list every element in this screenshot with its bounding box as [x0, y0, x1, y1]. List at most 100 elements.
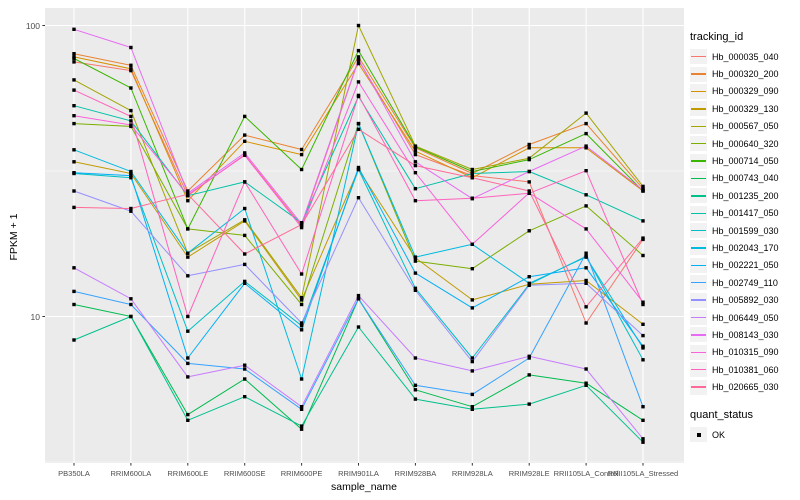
data-point: [299, 407, 304, 411]
data-point: [129, 169, 133, 174]
legend-item: Hb_010315_090: [690, 344, 798, 361]
x-tick-label: RRIM600LA: [110, 469, 152, 478]
series-label: Hb_010315_090: [712, 347, 779, 358]
data-point: [243, 279, 247, 284]
data-point: [413, 171, 418, 175]
data-point: [129, 86, 133, 90]
legend-item: Hb_000320_200: [690, 65, 798, 82]
data-point: [356, 127, 361, 131]
x-tick-label: RRII105LA_Control: [553, 469, 619, 478]
legend: tracking_id Hb_000035_040 Hb_000320_200 Hb…: [690, 31, 798, 443]
data-point: [72, 88, 76, 92]
data-point: [186, 314, 190, 319]
data-point: [356, 121, 361, 126]
series-label: Hb_002043_170: [712, 242, 779, 253]
data-point: [413, 356, 418, 360]
data-point: [356, 48, 361, 53]
data-point: [641, 418, 645, 422]
data-point: [413, 388, 418, 392]
data-point: [356, 80, 361, 84]
data-point: [470, 267, 474, 271]
data-point: [584, 381, 588, 385]
x-tick-label: RRIM928LA: [451, 469, 493, 478]
data-point: [641, 219, 645, 223]
data-point: [72, 266, 76, 270]
data-point: [243, 281, 247, 285]
series-color-swatch: [690, 379, 707, 395]
data-point: [413, 271, 418, 275]
data-point: [584, 255, 588, 259]
data-point: [186, 361, 190, 366]
legend-item: Hb_000714_050: [690, 152, 798, 169]
data-point: [299, 272, 304, 276]
y-axis-title: FPKM + 1: [8, 213, 20, 261]
data-point: [299, 328, 304, 332]
series-color-swatch: [690, 83, 707, 99]
data-point: [186, 274, 190, 278]
data-point: [299, 324, 304, 328]
data-point: [413, 163, 418, 168]
data-point: [470, 298, 474, 302]
legend-item: Hb_000567_050: [690, 118, 798, 135]
data-point: [356, 325, 361, 329]
quant-ok-label: OK: [712, 429, 726, 440]
legend-item: Hb_020665_030: [690, 378, 798, 395]
x-axis-title: sample_name: [331, 481, 397, 493]
data-point: [129, 119, 133, 123]
data-point: [72, 289, 76, 294]
legend-items-tracking-id: Hb_000035_040 Hb_000320_200 Hb_000329_090 H…: [690, 48, 798, 396]
data-point: [413, 187, 418, 191]
data-point: [299, 377, 304, 381]
legend-item: Hb_002043_170: [690, 239, 798, 256]
data-point: [413, 160, 418, 164]
x-tick-label: RRIM928BA: [394, 469, 437, 478]
data-point: [72, 148, 76, 152]
data-point: [356, 167, 361, 172]
legend-item: Hb_005892_030: [690, 291, 798, 308]
data-point: [413, 255, 418, 259]
data-point: [72, 27, 76, 31]
data-point: [129, 173, 133, 178]
y-tick-label: 100: [25, 20, 40, 31]
legend-item: Hb_002749_110: [690, 274, 798, 291]
data-point: [470, 356, 474, 360]
data-point: [527, 191, 531, 195]
data-point: [641, 405, 645, 409]
data-point: [299, 298, 304, 302]
legend-item: Hb_001417_050: [690, 205, 798, 222]
data-point: [243, 218, 247, 222]
data-point: [186, 199, 190, 203]
data-point: [641, 188, 645, 192]
series-label: Hb_020665_030: [712, 382, 779, 393]
series-label: Hb_000320_200: [712, 69, 779, 80]
data-point: [129, 108, 133, 113]
series-color-swatch: [690, 101, 707, 117]
data-point: [129, 209, 133, 213]
data-point: [186, 251, 190, 255]
x-tick-label: RRIM600SE: [223, 469, 266, 478]
data-point: [299, 321, 304, 325]
data-point: [584, 193, 588, 197]
data-point: [356, 57, 361, 62]
data-point: [584, 281, 588, 285]
legend-title-quant-status: quant_status: [690, 408, 753, 421]
data-point: [129, 123, 133, 127]
data-point: [584, 367, 588, 371]
data-point: [527, 281, 531, 285]
data-point: [413, 397, 418, 401]
data-point: [129, 63, 133, 67]
data-point: [243, 180, 247, 184]
data-point: [641, 322, 645, 326]
legend-item: Hb_001599_030: [690, 222, 798, 239]
data-point: [413, 286, 418, 290]
series-color-swatch: [690, 240, 707, 256]
series-label: Hb_000329_090: [712, 86, 779, 97]
data-point: [356, 23, 361, 28]
data-point: [129, 114, 133, 119]
series-color-swatch: [690, 49, 707, 65]
data-point: [129, 171, 133, 176]
series-label: Hb_000567_050: [712, 121, 779, 132]
data-point: [129, 68, 133, 73]
data-point: [584, 321, 588, 325]
data-point: [129, 206, 133, 211]
